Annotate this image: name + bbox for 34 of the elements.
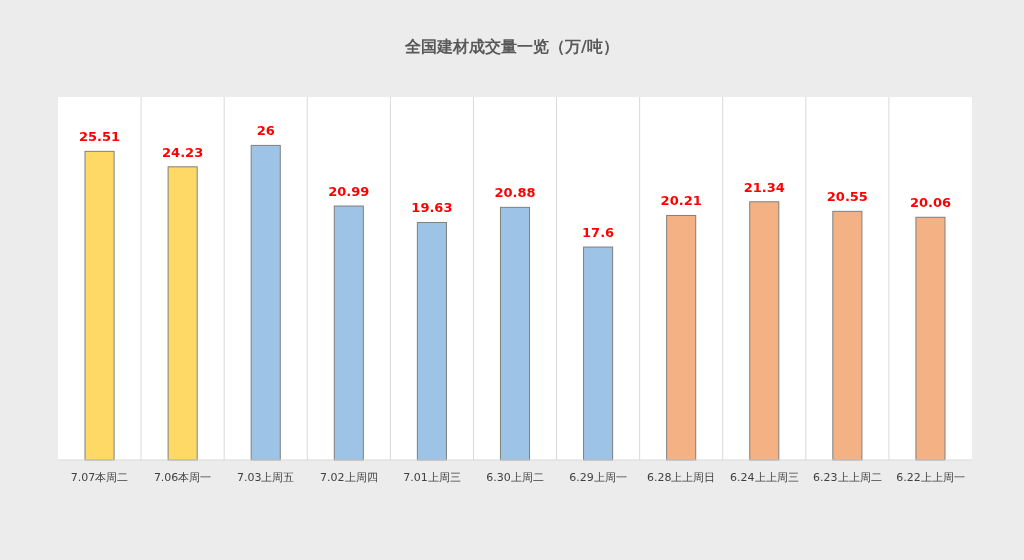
bar <box>333 205 364 461</box>
bar <box>250 144 281 461</box>
chart-title: 全国建材成交量一览（万/吨） <box>404 37 619 56</box>
data-label: 19.63 <box>411 200 453 216</box>
x-tick-label: 6.23上上周二 <box>813 471 882 484</box>
x-tick-label: 7.03上周五 <box>236 471 295 484</box>
bar <box>749 201 780 461</box>
x-tick-label: 6.29上周一 <box>569 471 627 484</box>
data-label: 24.23 <box>162 144 204 160</box>
bar <box>832 210 863 461</box>
data-label: 20.88 <box>494 185 536 201</box>
data-label: 25.51 <box>78 129 121 145</box>
data-label: 17.6 <box>582 225 615 241</box>
bar <box>167 166 198 461</box>
data-label: 20.06 <box>909 195 952 211</box>
x-tick-label: 7.06本周一 <box>153 471 212 484</box>
data-label: 21.34 <box>743 179 785 195</box>
bar <box>666 214 697 461</box>
bar <box>915 216 946 461</box>
x-tick-label: 6.30上周二 <box>486 471 544 484</box>
x-tick-label: 7.07本周二 <box>70 471 129 484</box>
data-label: 20.21 <box>660 193 702 209</box>
bar <box>416 221 447 461</box>
x-tick-label: 6.28上上周日 <box>646 471 716 484</box>
bar <box>583 246 614 461</box>
data-label: 20.55 <box>826 189 868 205</box>
bar <box>84 150 115 461</box>
bar <box>499 206 531 461</box>
x-tick-label: 6.22上上周一 <box>896 471 965 484</box>
data-label: 26 <box>256 123 275 139</box>
data-label: 20.99 <box>328 184 370 200</box>
x-tick-label: 7.02上周四 <box>320 471 378 484</box>
x-tick-label: 6.24上上周三 <box>730 471 799 484</box>
x-tick-label: 7.01上周三 <box>403 471 461 484</box>
